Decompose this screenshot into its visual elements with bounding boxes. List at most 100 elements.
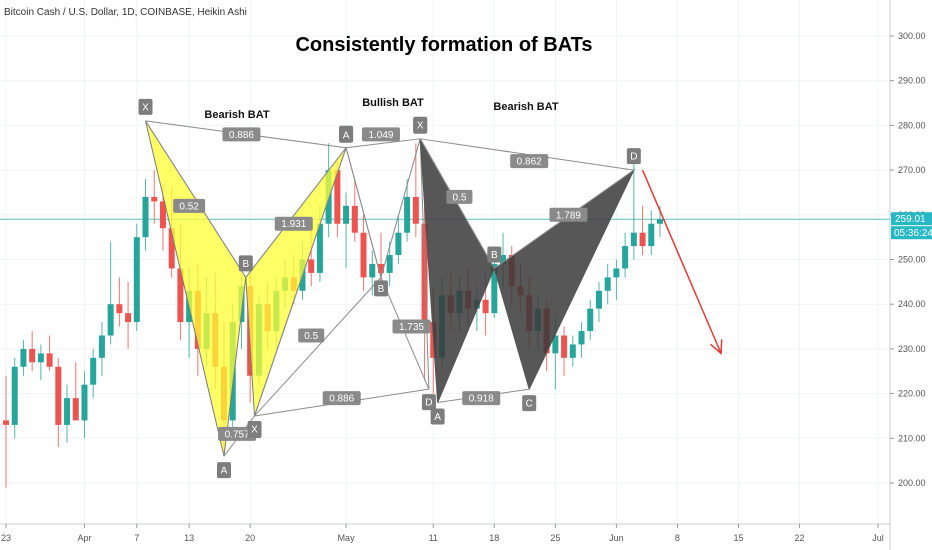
ratio-label-box xyxy=(392,319,431,334)
pattern-title-1: Bearish BAT xyxy=(204,109,269,121)
pattern-point-label: B xyxy=(491,250,498,261)
candle-body xyxy=(377,263,384,273)
candle-body xyxy=(630,232,637,247)
pattern-point-box xyxy=(487,246,502,263)
x-tick-label: Jun xyxy=(609,533,624,543)
candle-body xyxy=(334,170,341,224)
x-tick-label: 13 xyxy=(184,533,194,543)
pattern-point-label: B xyxy=(378,284,385,295)
bat-line-ab xyxy=(345,147,382,278)
x-tick-label: 7 xyxy=(134,533,139,543)
candle-body xyxy=(37,353,44,363)
candle-body xyxy=(90,357,97,385)
pattern-point-box xyxy=(413,116,428,133)
chart-title: Consistently formation of BATs xyxy=(295,34,592,56)
pattern-point-box xyxy=(626,148,641,165)
candle-body xyxy=(395,232,402,256)
pattern-point-box xyxy=(373,280,388,297)
y-tick-label: 240.00 xyxy=(898,299,926,309)
price-badge-label: 259.01 xyxy=(895,214,926,225)
ratio-label-box xyxy=(173,198,206,213)
y-tick-label: 200.00 xyxy=(898,478,926,488)
ratio-label: 0.757 xyxy=(225,429,250,440)
pattern-point-box xyxy=(339,126,354,143)
symbol-info: Bitcoin Cash / U.S. Dollar, 1D, COINBASE… xyxy=(4,7,247,18)
pattern-point-label: X xyxy=(417,120,424,131)
y-tick-label: 270.00 xyxy=(898,165,926,175)
candle-body xyxy=(177,268,184,323)
candle-body xyxy=(561,335,568,358)
projection-arrow-line xyxy=(641,169,722,354)
x-tick-label: 23 xyxy=(1,533,11,543)
candle-body xyxy=(107,304,114,336)
candle-body xyxy=(369,263,376,278)
y-tick-label: 250.00 xyxy=(898,255,926,265)
bat-triangle-bcd xyxy=(245,147,347,417)
candle-body xyxy=(595,290,602,309)
candle-body xyxy=(29,348,36,363)
pattern-point-label: A xyxy=(343,130,350,141)
candle-body xyxy=(133,237,140,323)
x-tick-label: Apr xyxy=(77,533,91,543)
countdown-label: 05:36:24 xyxy=(894,228,932,239)
y-tick-label: 290.00 xyxy=(898,76,926,86)
pattern-point-label: A xyxy=(221,466,228,477)
pattern-title-3: Bearish BAT xyxy=(493,101,558,113)
ratio-label-box xyxy=(510,154,549,169)
candle-body xyxy=(142,196,149,238)
ratio-label-box xyxy=(322,391,361,406)
ratio-label-box xyxy=(298,328,325,343)
candle-body xyxy=(639,232,646,247)
pattern-point-box xyxy=(217,462,231,479)
ratio-label-box xyxy=(274,216,313,231)
candle-body xyxy=(552,335,559,354)
candle-body xyxy=(343,205,350,224)
pattern-point-box xyxy=(138,98,153,115)
ratio-label: 0.886 xyxy=(329,394,354,405)
candle-body xyxy=(46,353,53,367)
bat-triangle-xab xyxy=(419,138,495,403)
ratio-label-box xyxy=(361,127,400,142)
candle-body xyxy=(20,348,27,367)
pattern-point-label: X xyxy=(251,424,258,435)
pattern-point-box xyxy=(238,255,253,272)
x-tick-label: 18 xyxy=(489,533,499,543)
candle-body xyxy=(500,255,507,264)
pattern-point-box xyxy=(430,408,445,425)
candle-body xyxy=(72,398,79,421)
ratio-label: 0.918 xyxy=(469,394,494,405)
ratio-label: 0.5 xyxy=(304,331,318,342)
ratio-label-box xyxy=(218,426,257,441)
candle-body xyxy=(360,232,367,278)
bat-line-xb xyxy=(254,277,382,417)
x-tick-label: Jul xyxy=(872,533,884,543)
pattern-point-box xyxy=(247,420,262,437)
pattern-point-label: D xyxy=(425,398,432,409)
x-tick-label: 8 xyxy=(675,533,680,543)
y-tick-label: 220.00 xyxy=(898,389,926,399)
x-tick-label: 15 xyxy=(733,533,743,543)
y-tick-label: 230.00 xyxy=(898,344,926,354)
pattern-point-label: X xyxy=(142,102,149,113)
candle-body xyxy=(168,228,175,269)
candle-body xyxy=(308,259,315,273)
y-tick-label: 280.00 xyxy=(898,120,926,130)
projection-arrow-head xyxy=(709,339,723,355)
candle-body xyxy=(613,268,620,278)
pattern-point-box xyxy=(522,395,537,412)
pattern-point-label: A xyxy=(434,412,441,423)
candle-body xyxy=(316,223,323,273)
y-tick-label: 300.00 xyxy=(898,31,926,41)
candle-body xyxy=(351,205,358,233)
candle-body xyxy=(116,304,123,314)
candle-body xyxy=(151,196,158,202)
candle-body xyxy=(3,420,9,425)
ratio-label-box xyxy=(446,189,473,204)
x-tick-label: 25 xyxy=(550,533,560,543)
ratio-label: 1.931 xyxy=(281,219,306,230)
y-tick-label: 210.00 xyxy=(898,433,926,443)
candle-body xyxy=(159,201,166,229)
candle-body xyxy=(404,196,411,233)
pattern-point-label: B xyxy=(242,259,249,270)
